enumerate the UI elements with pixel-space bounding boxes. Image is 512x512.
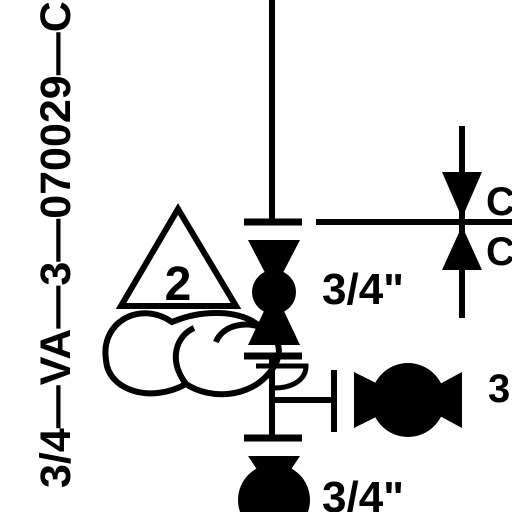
- revision-number: 2: [165, 258, 192, 311]
- valve-size-upper: 3/4": [322, 265, 404, 314]
- revision-cloud: [102, 309, 282, 398]
- lower-ball-valve: [238, 456, 310, 512]
- pump-symbol: [354, 363, 462, 437]
- control-valve-tag-bottom: C: [486, 230, 512, 274]
- control-valve: [442, 126, 482, 318]
- line-number-label: 3/4—VA—3—070029—C: [32, 1, 80, 488]
- revision-triangle: [115, 203, 242, 309]
- upper-ball-valve: [248, 240, 300, 345]
- valve-size-lower: 3/4": [322, 473, 404, 512]
- valve-size-right: 3: [488, 367, 510, 411]
- control-valve-tag-top: C: [486, 180, 512, 224]
- reducer-arc: [256, 363, 309, 391]
